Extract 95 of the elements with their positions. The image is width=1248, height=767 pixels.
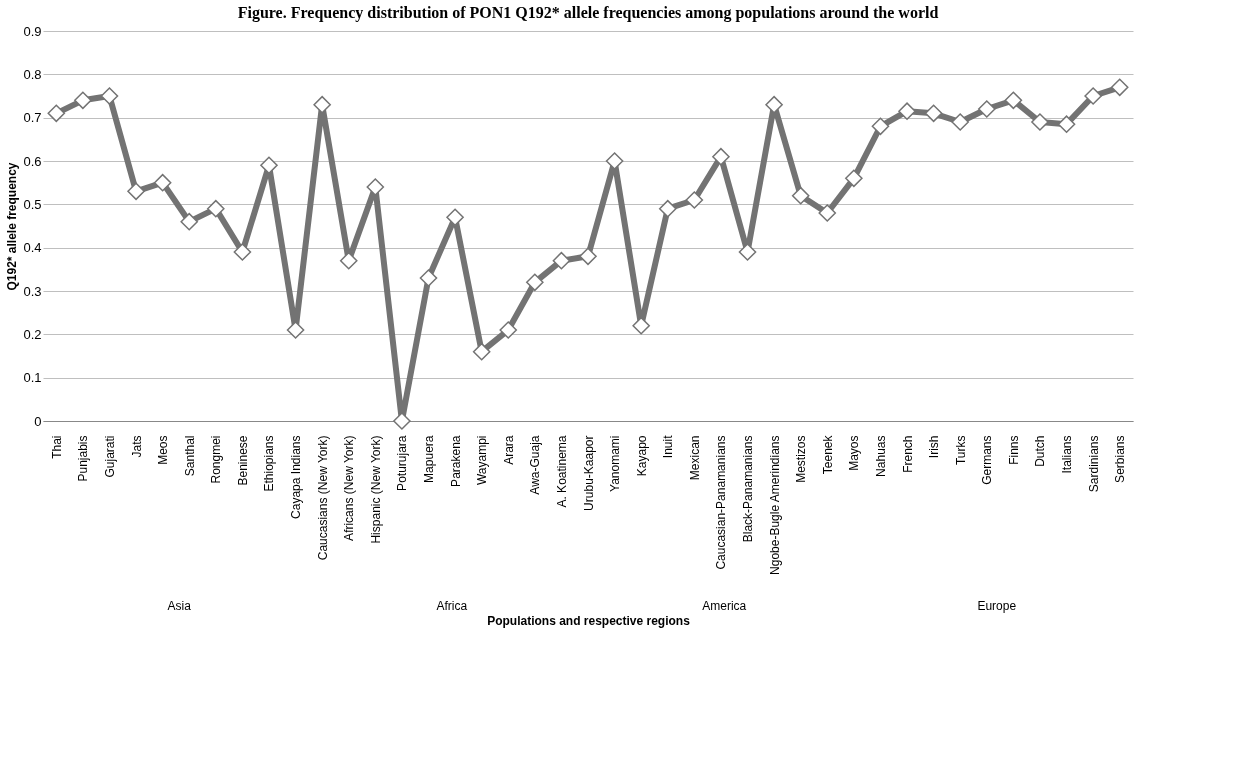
point (871, 117, 890, 136)
x-tick-label: Dutch (1033, 435, 1048, 467)
point (393, 412, 411, 430)
x-tick-label: Punjabis (76, 435, 91, 482)
text: Africa (436, 599, 468, 613)
point (791, 186, 810, 205)
point (685, 191, 704, 209)
point (712, 147, 730, 166)
x-tick-label: Poturujara (395, 435, 410, 491)
point (951, 113, 970, 131)
x-tick-label: Mexican (687, 435, 702, 481)
point (1084, 87, 1102, 105)
x-tick-label: Italians (1060, 435, 1075, 474)
x-tick-label: Arara (501, 435, 516, 465)
point (818, 204, 837, 222)
point (845, 169, 863, 188)
x-tick-label: Gujarati (102, 435, 117, 478)
point (924, 104, 943, 123)
y-tick-label: 0.9 (23, 23, 42, 39)
point (658, 199, 677, 218)
point (419, 269, 438, 287)
x-tick-label: Santhal (182, 435, 197, 477)
x-tick-label: Teenek (820, 434, 835, 475)
point (233, 243, 252, 261)
text: Asia (167, 599, 192, 613)
y-tick-label: 0.6 (23, 153, 42, 169)
point (526, 273, 544, 292)
x-tick-label: Ethiopians (262, 435, 277, 492)
x-tick-label: Mapuera (421, 435, 436, 483)
point (552, 251, 571, 270)
x-tick-label: Caucasians (New York) (315, 435, 330, 561)
x-tick-label: French (900, 435, 915, 473)
x-tick-label: Caucasian-Panamanians (714, 435, 729, 570)
y-tick-label: 0.3 (23, 283, 42, 299)
x-tick-label: Beninese (235, 435, 250, 486)
point (1031, 113, 1049, 131)
y-axis-title: Q192* allele frequency (5, 162, 20, 291)
x-tick-label: Inuit (661, 434, 676, 459)
text: Europe (977, 599, 1017, 613)
x-tick-label: Serbians (1113, 435, 1128, 483)
x-tick-label: Urubu-Kaapor (581, 435, 596, 511)
y-tick-label: 0.5 (23, 196, 42, 212)
y-tick-label: 0.4 (23, 240, 42, 256)
x-tick-label: Germans (980, 435, 995, 485)
x-tick-label: Rongmei (209, 435, 224, 484)
chart-title: Figure. Frequency distribution of PON1 Q192* allele frequencies among populations around the world (237, 4, 939, 22)
point (366, 178, 385, 196)
point (206, 199, 225, 218)
x-tick-label: Mayos (847, 435, 862, 471)
x-tick-label: Mestizos (794, 435, 809, 483)
y-tick-label: 0.2 (23, 326, 42, 342)
x-tick-label: Nahuas (873, 435, 888, 477)
point (605, 152, 624, 170)
point (499, 321, 518, 339)
point (180, 212, 199, 231)
x-tick-label: Cayapa Indians (289, 435, 304, 519)
point (472, 342, 491, 361)
point (74, 91, 92, 110)
x-tick-label: Finns (1006, 435, 1021, 465)
x-tick-label: A. Koatinema (554, 435, 569, 508)
x-tick-label: Wayampi (475, 435, 490, 486)
point (47, 104, 66, 123)
point (153, 173, 172, 192)
point (1110, 78, 1129, 97)
point (738, 243, 757, 261)
x-tick-label: Awa-Guaja (528, 435, 543, 495)
x-tick-label: Turks (953, 435, 968, 466)
y-tick-label: 0.7 (23, 110, 42, 126)
x-tick-label: Hispanic (New York) (368, 435, 383, 544)
x-tick-label: Parakena (448, 435, 463, 487)
x-tick-label: Ngobe-Bugle Amerindians (767, 435, 782, 575)
point (313, 95, 331, 114)
point (977, 100, 996, 118)
x-tick-label: Irish (927, 435, 942, 459)
point (100, 87, 119, 105)
point (1004, 91, 1023, 110)
y-tick-label: 0 (34, 413, 42, 429)
point (765, 95, 783, 114)
x-tick-label: Kayapo (634, 435, 649, 477)
point (127, 182, 145, 201)
x-tick-label: Black-Panamanians (741, 435, 756, 543)
point (898, 102, 916, 120)
x-tick-label: Jats (129, 435, 144, 458)
x-tick-label: Sardinians (1086, 435, 1101, 493)
point (286, 321, 305, 339)
y-tick-label: 0.8 (23, 66, 42, 82)
x-tick-label: Thai (49, 435, 64, 459)
x-tick-label: Africans (New York) (342, 435, 357, 541)
x-tick-label: Meos (156, 435, 171, 465)
y-tick-label: 0.1 (23, 370, 42, 386)
x-axis-title: Populations and respective regions (487, 613, 691, 628)
x-tick-label: Yanomami (608, 435, 623, 492)
point (579, 247, 597, 266)
point (1057, 115, 1076, 133)
text: America (702, 599, 747, 613)
